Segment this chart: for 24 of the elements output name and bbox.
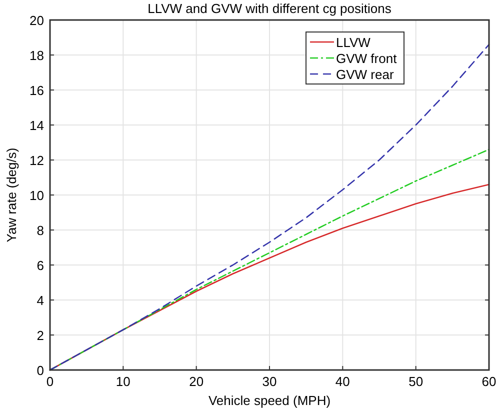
y-tick-label: 20 — [30, 13, 44, 28]
legend-label: LLVW — [336, 35, 372, 50]
chart-title: LLVW and GVW with different cg positions — [148, 1, 392, 16]
y-tick-label: 6 — [36, 258, 44, 273]
y-tick-label: 14 — [30, 118, 44, 133]
x-axis-title: Vehicle speed (MPH) — [208, 393, 331, 408]
legend-label: GVW front — [336, 51, 398, 66]
y-tick-label: 0 — [36, 363, 44, 378]
y-tick-label: 18 — [30, 48, 44, 63]
y-tick-label: 12 — [30, 153, 44, 168]
y-tick-label: 4 — [36, 293, 44, 308]
x-tick-label: 60 — [482, 374, 496, 389]
x-tick-label: 0 — [46, 374, 54, 389]
legend-label: GVW rear — [336, 67, 394, 82]
x-tick-label: 30 — [262, 374, 277, 389]
y-tick-label: 2 — [36, 328, 44, 343]
y-axis-title: Yaw rate (deg/s) — [4, 148, 19, 242]
x-tick-label: 50 — [408, 374, 424, 389]
x-tick-label: 10 — [116, 374, 130, 389]
y-tick-label: 8 — [36, 223, 44, 238]
y-tick-label: 10 — [30, 188, 44, 203]
x-tick-label: 40 — [335, 374, 350, 389]
x-tick-label: 20 — [189, 374, 204, 389]
y-tick-label: 16 — [30, 83, 44, 98]
